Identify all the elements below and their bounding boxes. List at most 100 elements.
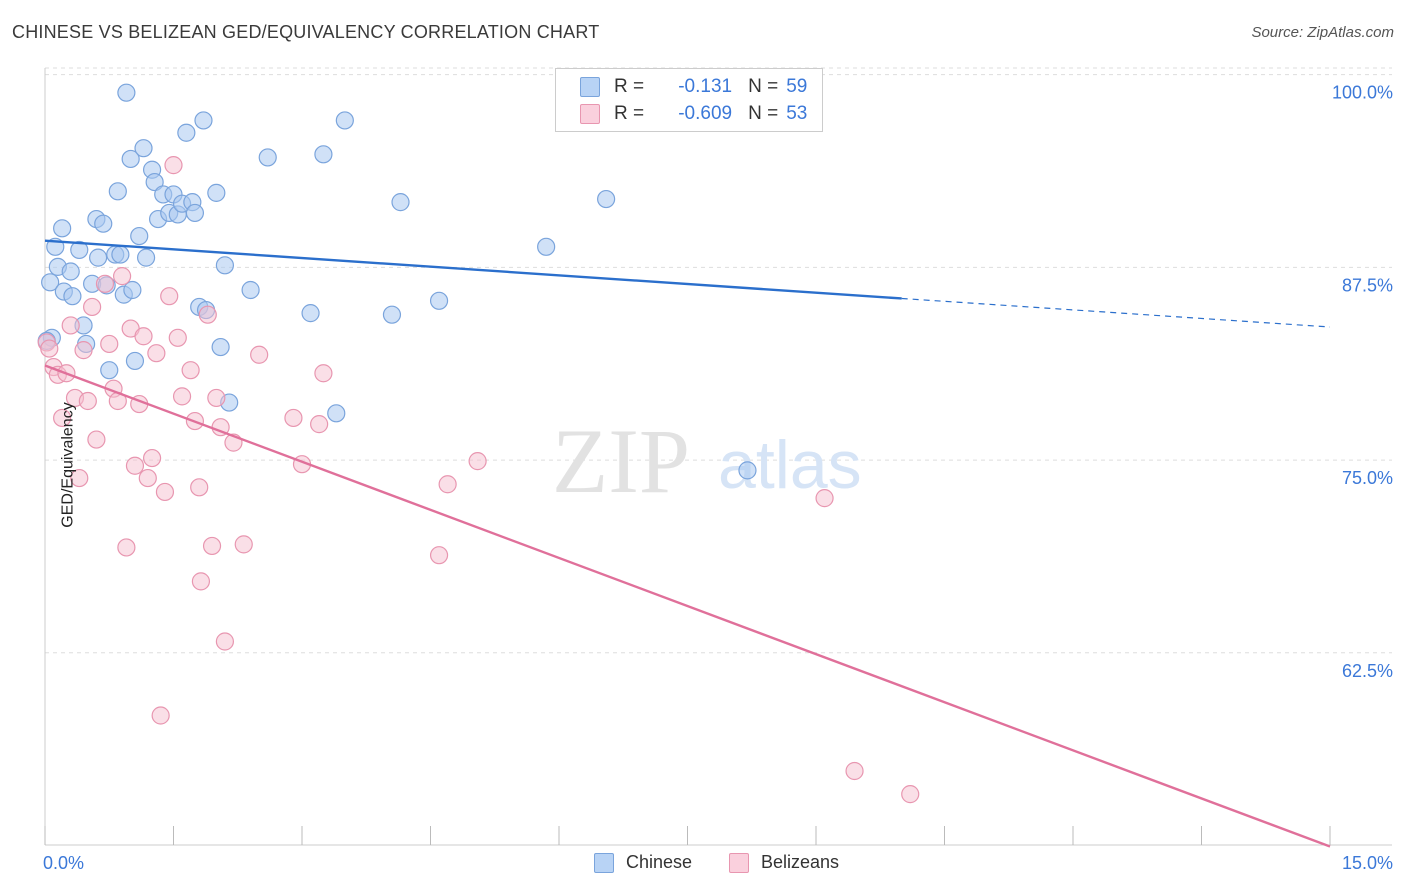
belizeans-point xyxy=(172,387,192,406)
legend-row-belizeans: R = -0.609 N = 53 xyxy=(580,101,807,127)
y-axis-label: GED/Equivalency xyxy=(59,402,77,528)
chinese-point xyxy=(125,351,145,371)
watermark-atlas: atlas xyxy=(718,427,862,503)
chinese-point xyxy=(111,245,130,264)
belizeans-swatch xyxy=(729,852,749,873)
trend-lines xyxy=(44,239,1331,848)
belizeans-point xyxy=(198,305,217,324)
belizeans-point xyxy=(78,391,97,411)
belizeans-point xyxy=(147,344,166,363)
r-label: R = xyxy=(614,76,645,97)
legend-row-chinese: R = -0.131 N = 59 xyxy=(580,74,807,100)
chinese-point xyxy=(258,148,277,167)
belizeans-point xyxy=(181,361,200,380)
chart-title: CHINESE VS BELIZEAN GED/EQUIVALENCY CORR… xyxy=(12,22,600,42)
belizeans-point xyxy=(215,632,234,651)
chinese-point xyxy=(177,123,196,142)
chinese-point xyxy=(123,280,142,300)
n-value: 53 xyxy=(786,103,808,124)
legend-item-chinese[interactable]: Chinese xyxy=(594,852,692,873)
chinese-point xyxy=(89,248,108,267)
chinese-point xyxy=(117,83,136,102)
chinese-point xyxy=(145,172,164,192)
belizeans-point xyxy=(151,706,170,725)
r-label: R = xyxy=(614,103,645,124)
chinese-swatch xyxy=(580,77,600,97)
belizeans-point xyxy=(74,341,93,360)
chinese-point xyxy=(241,280,260,300)
legend-label-chinese: Chinese xyxy=(626,852,693,872)
chinese-point xyxy=(327,404,346,423)
chinese-point xyxy=(537,237,556,256)
legend-label-belizeans: Belizeans xyxy=(761,852,840,872)
chinese-point xyxy=(429,291,449,310)
belizeans-point xyxy=(87,430,106,449)
chinese-point xyxy=(130,226,149,246)
belizeans-point xyxy=(314,364,333,383)
chinese-point xyxy=(215,256,234,275)
belizeans-point xyxy=(164,156,183,175)
source-label: Source: ZipAtlas.com xyxy=(1251,24,1394,41)
chinese-point xyxy=(41,273,60,292)
gridlines xyxy=(45,67,1392,654)
y-tick-label: 75.0% xyxy=(1342,468,1393,488)
chinese-point xyxy=(194,111,213,130)
r-value: -0.131 xyxy=(678,76,733,97)
belizeans-point xyxy=(901,785,920,804)
series-chinese xyxy=(37,83,757,480)
r-value: -0.609 xyxy=(678,103,733,124)
belizeans-point xyxy=(250,345,269,364)
belizeans-point xyxy=(429,546,449,565)
watermark: ZIP atlas xyxy=(552,410,862,512)
chinese-point xyxy=(136,248,156,267)
chinese-point xyxy=(301,304,320,323)
tick-labels: 100.0% 87.5% 75.0% 62.5% 0.0% 15.0% xyxy=(43,83,1393,873)
belizeans-point xyxy=(207,388,226,408)
y-tick-label: 62.5% xyxy=(1342,661,1393,681)
belizeans-point xyxy=(134,327,153,346)
belizeans-swatch xyxy=(580,104,600,124)
chinese-point xyxy=(185,203,205,223)
chinese-point xyxy=(597,189,616,209)
belizeans-point xyxy=(202,536,222,556)
belizeans-point xyxy=(138,468,157,488)
series-legend: Chinese Belizeans xyxy=(0,852,1406,876)
n-label: N = xyxy=(748,103,779,124)
belizeans-point xyxy=(468,452,487,471)
belizeans-point xyxy=(815,489,834,508)
chinese-point xyxy=(121,149,140,169)
chinese-trend-extension xyxy=(901,297,1331,328)
belizeans-point xyxy=(155,482,175,502)
chinese-point xyxy=(314,145,333,164)
chinese-trend-line xyxy=(44,239,902,300)
belizeans-point xyxy=(438,475,457,494)
chinese-point xyxy=(382,305,402,324)
x-tick-label: 0.0% xyxy=(43,853,84,873)
belizeans-point xyxy=(112,267,132,286)
belizeans-point xyxy=(125,456,145,475)
legend-item-belizeans[interactable]: Belizeans xyxy=(729,852,839,873)
belizeans-point xyxy=(168,328,187,347)
belizeans-point xyxy=(191,572,211,591)
chinese-point xyxy=(134,139,153,158)
x-tick-label: 15.0% xyxy=(1342,853,1393,873)
chinese-point xyxy=(108,182,127,201)
belizeans-point xyxy=(160,287,179,306)
y-tick-label: 87.5% xyxy=(1342,275,1393,295)
belizeans-point xyxy=(117,538,136,557)
belizeans-point xyxy=(190,478,209,497)
belizeans-point xyxy=(100,334,119,354)
chinese-swatch xyxy=(594,852,614,873)
belizeans-point xyxy=(40,339,59,358)
belizeans-point xyxy=(95,274,115,293)
y-tick-label: 100.0% xyxy=(1332,83,1393,103)
chinese-point xyxy=(211,337,230,357)
n-value: 59 xyxy=(786,76,808,97)
chinese-point xyxy=(94,214,113,233)
chinese-point xyxy=(63,287,82,306)
stats-legend: R = -0.131 N = 59 R = -0.609 N = 53 xyxy=(555,68,823,132)
axes xyxy=(44,68,1392,846)
chinese-point xyxy=(391,193,410,212)
belizeans-point xyxy=(142,448,162,468)
